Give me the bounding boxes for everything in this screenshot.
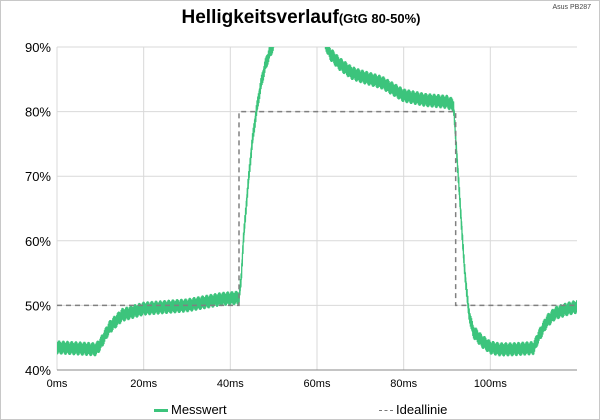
y-tick-label: 70% — [25, 169, 51, 184]
chart-title: Helligkeitsverlauf — [181, 7, 339, 28]
device-label: Asus PB287 — [552, 4, 591, 11]
legend-swatch-messwert — [154, 409, 168, 413]
chart-title-block: Helligkeitsverlauf(GtG 80-50%) — [1, 7, 600, 29]
x-tick-label: 80ms — [390, 378, 417, 390]
line-chart: 40% 50% 60% 70% 80% 90% 0ms 20ms 40ms 60ms 80ms 10… — [25, 40, 577, 390]
x-axis-ticks: 0ms 20ms 40ms 60ms 80ms 100ms — [47, 378, 508, 390]
chart-subtitle: (GtG 80-50%) — [338, 11, 421, 26]
x-tick-label: 40ms — [217, 378, 244, 390]
x-tick-label: 100ms — [474, 378, 508, 390]
y-tick-label: 40% — [25, 363, 51, 378]
gridlines — [56, 46, 577, 370]
series-line-messwert — [57, 47, 577, 357]
y-tick-label: 50% — [25, 298, 51, 313]
legend-swatch-ideallinie — [379, 410, 393, 412]
y-tick-label: 80% — [25, 105, 51, 120]
y-tick-label: 90% — [25, 40, 51, 55]
legend: Messwert Ideallinie — [1, 402, 600, 420]
y-axis-ticks: 40% 50% 60% 70% 80% 90% — [25, 40, 51, 378]
x-tick-label: 0ms — [47, 378, 68, 390]
series-group — [57, 47, 577, 357]
x-tick-label: 20ms — [130, 378, 157, 390]
legend-label-ideallinie: Ideallinie — [396, 402, 448, 417]
legend-item-ideallinie: Ideallinie — [379, 402, 447, 417]
legend-label-messwert: Messwert — [171, 402, 227, 417]
y-tick-label: 60% — [25, 234, 51, 249]
x-tick-label: 60ms — [304, 378, 331, 390]
legend-item-messwert: Messwert — [154, 402, 227, 417]
